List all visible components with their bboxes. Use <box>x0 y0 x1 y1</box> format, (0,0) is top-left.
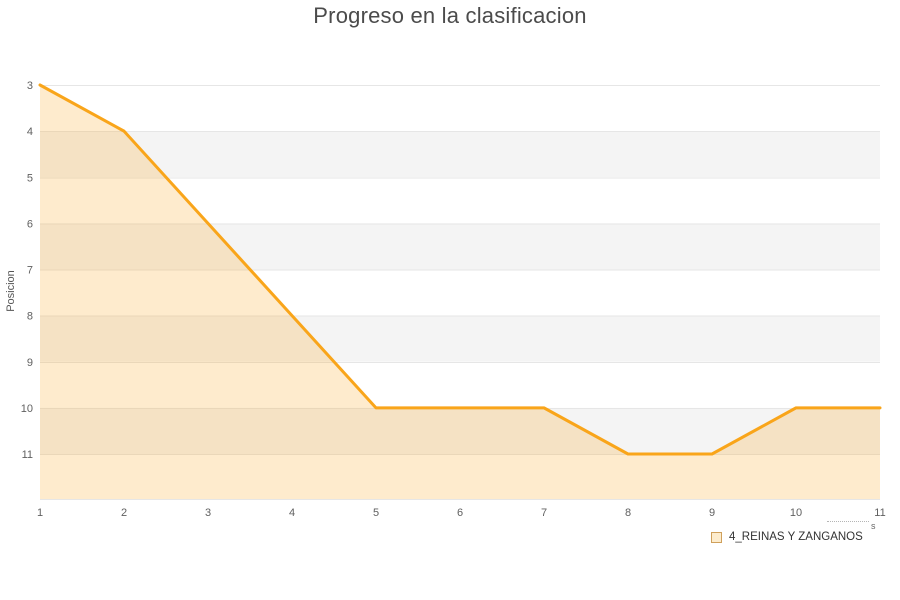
credits-text: s <box>871 521 876 531</box>
plot-band <box>40 407 880 454</box>
plot-band <box>40 85 880 132</box>
y-tick-label: 7 <box>27 265 33 277</box>
plot-band <box>40 454 880 499</box>
x-tick-label: 8 <box>625 507 631 519</box>
series-line <box>38 83 882 456</box>
y-tick-label: 6 <box>27 218 33 230</box>
series-area <box>40 85 880 499</box>
x-tick-label: 2 <box>121 507 127 519</box>
y-tick-label: 5 <box>27 172 33 184</box>
legend-item[interactable]: 4_REINAS Y ZANGANOS <box>711 531 863 543</box>
plot-band <box>40 315 880 362</box>
plot-band <box>40 223 880 270</box>
y-tick-label: 11 <box>22 449 33 461</box>
plot-band <box>40 361 880 408</box>
legend-marker-icon[interactable] <box>711 531 722 543</box>
x-tick-label: 6 <box>457 507 463 519</box>
legend-label[interactable]: 4_REINAS Y ZANGANOS <box>729 531 863 543</box>
chart-title: Progreso en la clasificacion <box>313 3 587 28</box>
plot-band <box>40 131 880 178</box>
x-tick-label: 7 <box>541 507 547 519</box>
x-tick-label: 4 <box>289 507 295 519</box>
y-tick-label: 9 <box>27 357 33 369</box>
x-tick-label: 9 <box>709 507 715 519</box>
plot-band <box>40 269 880 316</box>
x-tick-label: 5 <box>373 507 379 519</box>
x-tick-label: 11 <box>874 507 885 519</box>
credits-dots <box>827 521 869 522</box>
y-tick-label: 4 <box>27 126 33 138</box>
x-tick-label: 10 <box>790 507 802 519</box>
y-tick-label: 8 <box>27 311 33 323</box>
y-tick-label: 3 <box>27 80 33 92</box>
y-tick-label: 10 <box>21 403 33 415</box>
x-tick-label: 1 <box>37 507 43 519</box>
x-tick-label: 3 <box>205 507 211 519</box>
plot-band <box>40 177 880 224</box>
